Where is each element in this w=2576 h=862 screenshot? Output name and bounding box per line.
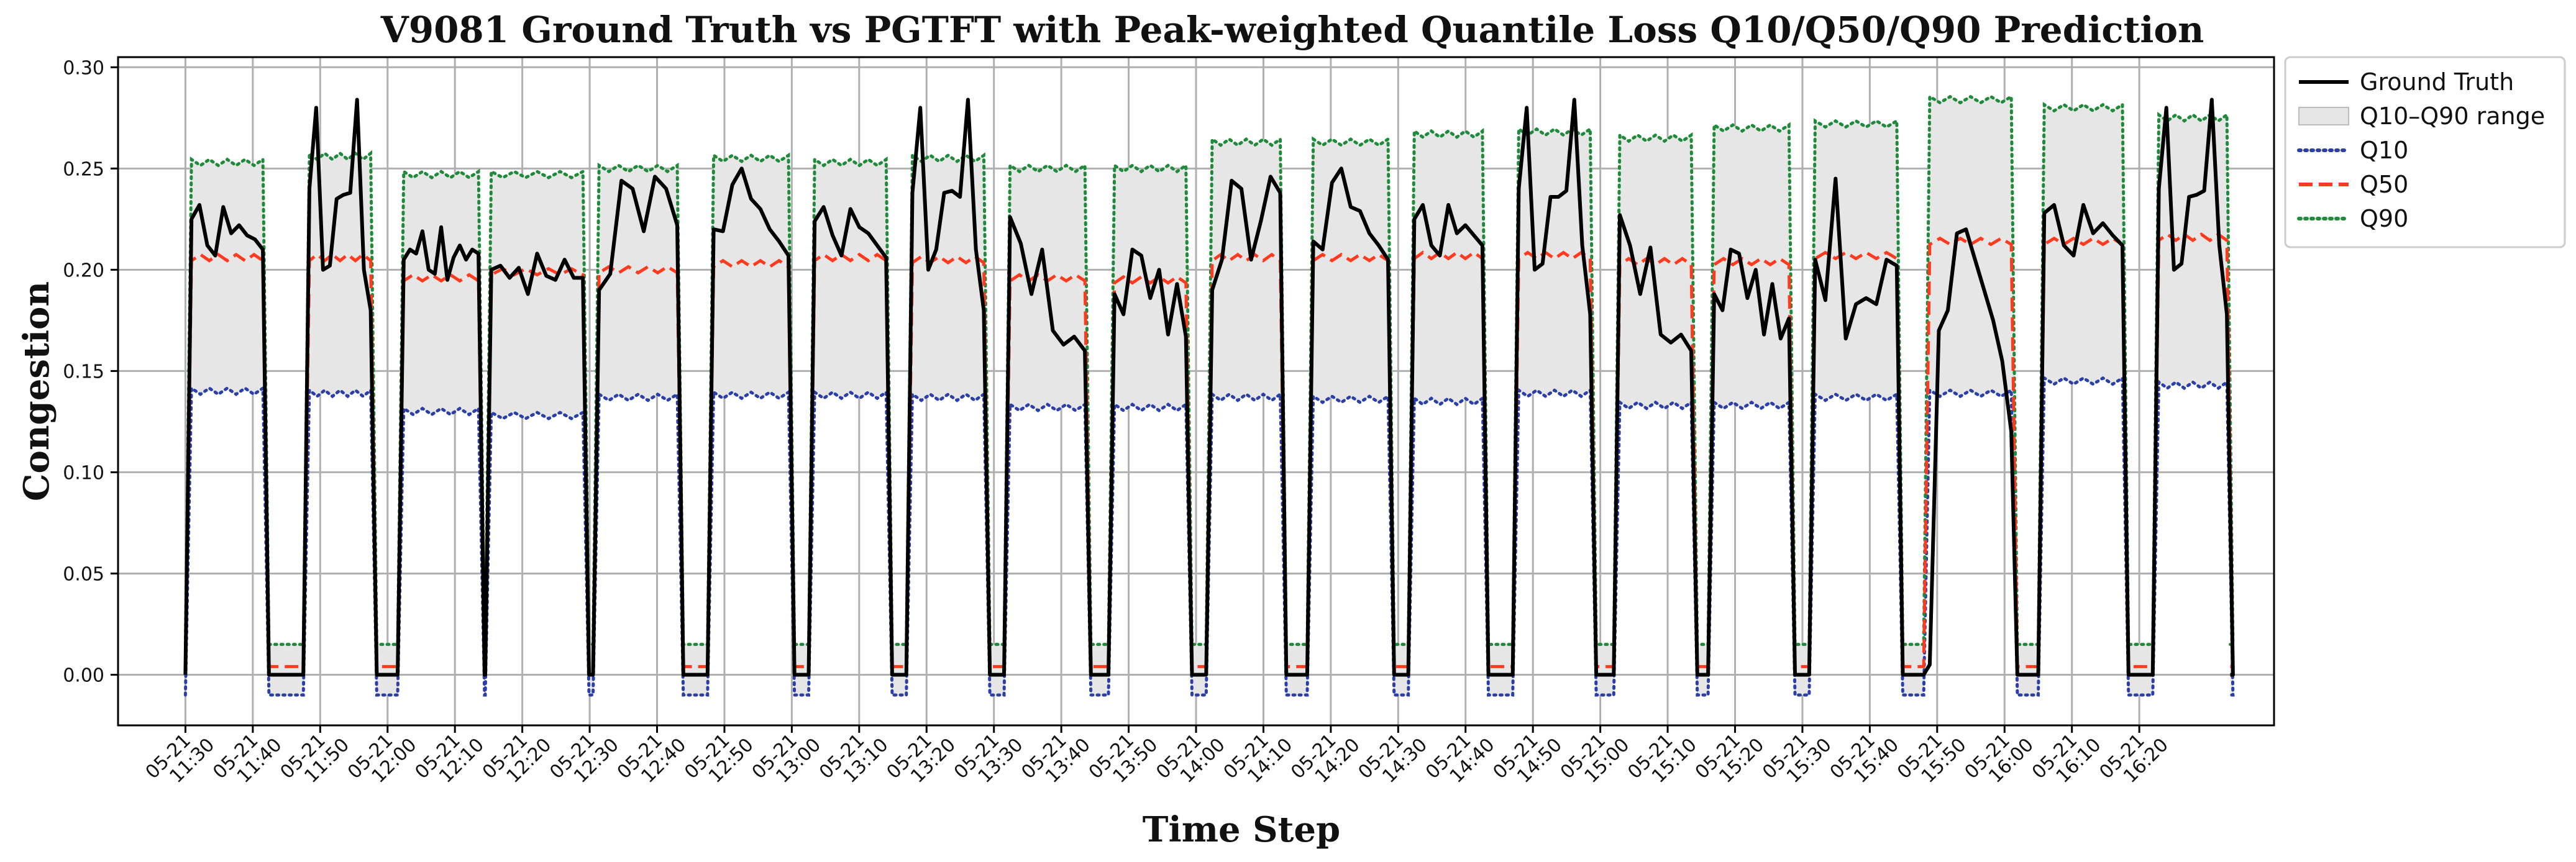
legend-label: Q10–Q90 range — [2360, 102, 2545, 130]
legend-label: Q90 — [2360, 205, 2408, 232]
y-tick-label: 0.20 — [63, 260, 104, 281]
x-axis-label: Time Step — [1143, 809, 1340, 850]
legend-label: Ground Truth — [2360, 68, 2514, 96]
y-ticks: 0.00 0.05 0.10 0.15 0.20 0.25 0.30 — [63, 57, 118, 686]
legend-swatch — [2298, 107, 2349, 125]
y-tick-label: 0.15 — [63, 361, 104, 383]
ground-truth-series-line — [183, 98, 2235, 677]
x-ticks: 05-2111:3005-2111:4005-2111:5005-2112:00… — [142, 725, 2173, 787]
chart-title: V9081 Ground Truth vs PGTFT with Peak-we… — [380, 9, 2204, 51]
y-tick-label: 0.25 — [63, 158, 104, 180]
q10-series-line — [183, 375, 2235, 697]
y-tick-label: 0.05 — [63, 563, 104, 585]
legend-item-q50: Q50 — [2299, 171, 2408, 198]
legend-item-range: Q10–Q90 range — [2298, 102, 2545, 130]
legend-item-q90: Q90 — [2297, 205, 2408, 232]
y-axis-label: Congestion — [16, 281, 57, 501]
legend-item-q10: Q10 — [2297, 137, 2408, 164]
legend: Ground Truth Q10–Q90 range Q10 Q50 Q90 — [2284, 56, 2566, 248]
legend-item-gt: Ground Truth — [2299, 68, 2514, 96]
legend-label: Q50 — [2360, 171, 2408, 198]
y-tick-label: 0.10 — [63, 462, 104, 484]
legend-frame — [2284, 56, 2566, 248]
legend-label: Q10 — [2360, 137, 2408, 164]
plot-area: 0.000.050.100.150.200.250.3005-2111:3005… — [63, 56, 2275, 787]
y-tick-label: 0.00 — [63, 665, 104, 686]
y-tick-label: 0.30 — [63, 57, 104, 79]
